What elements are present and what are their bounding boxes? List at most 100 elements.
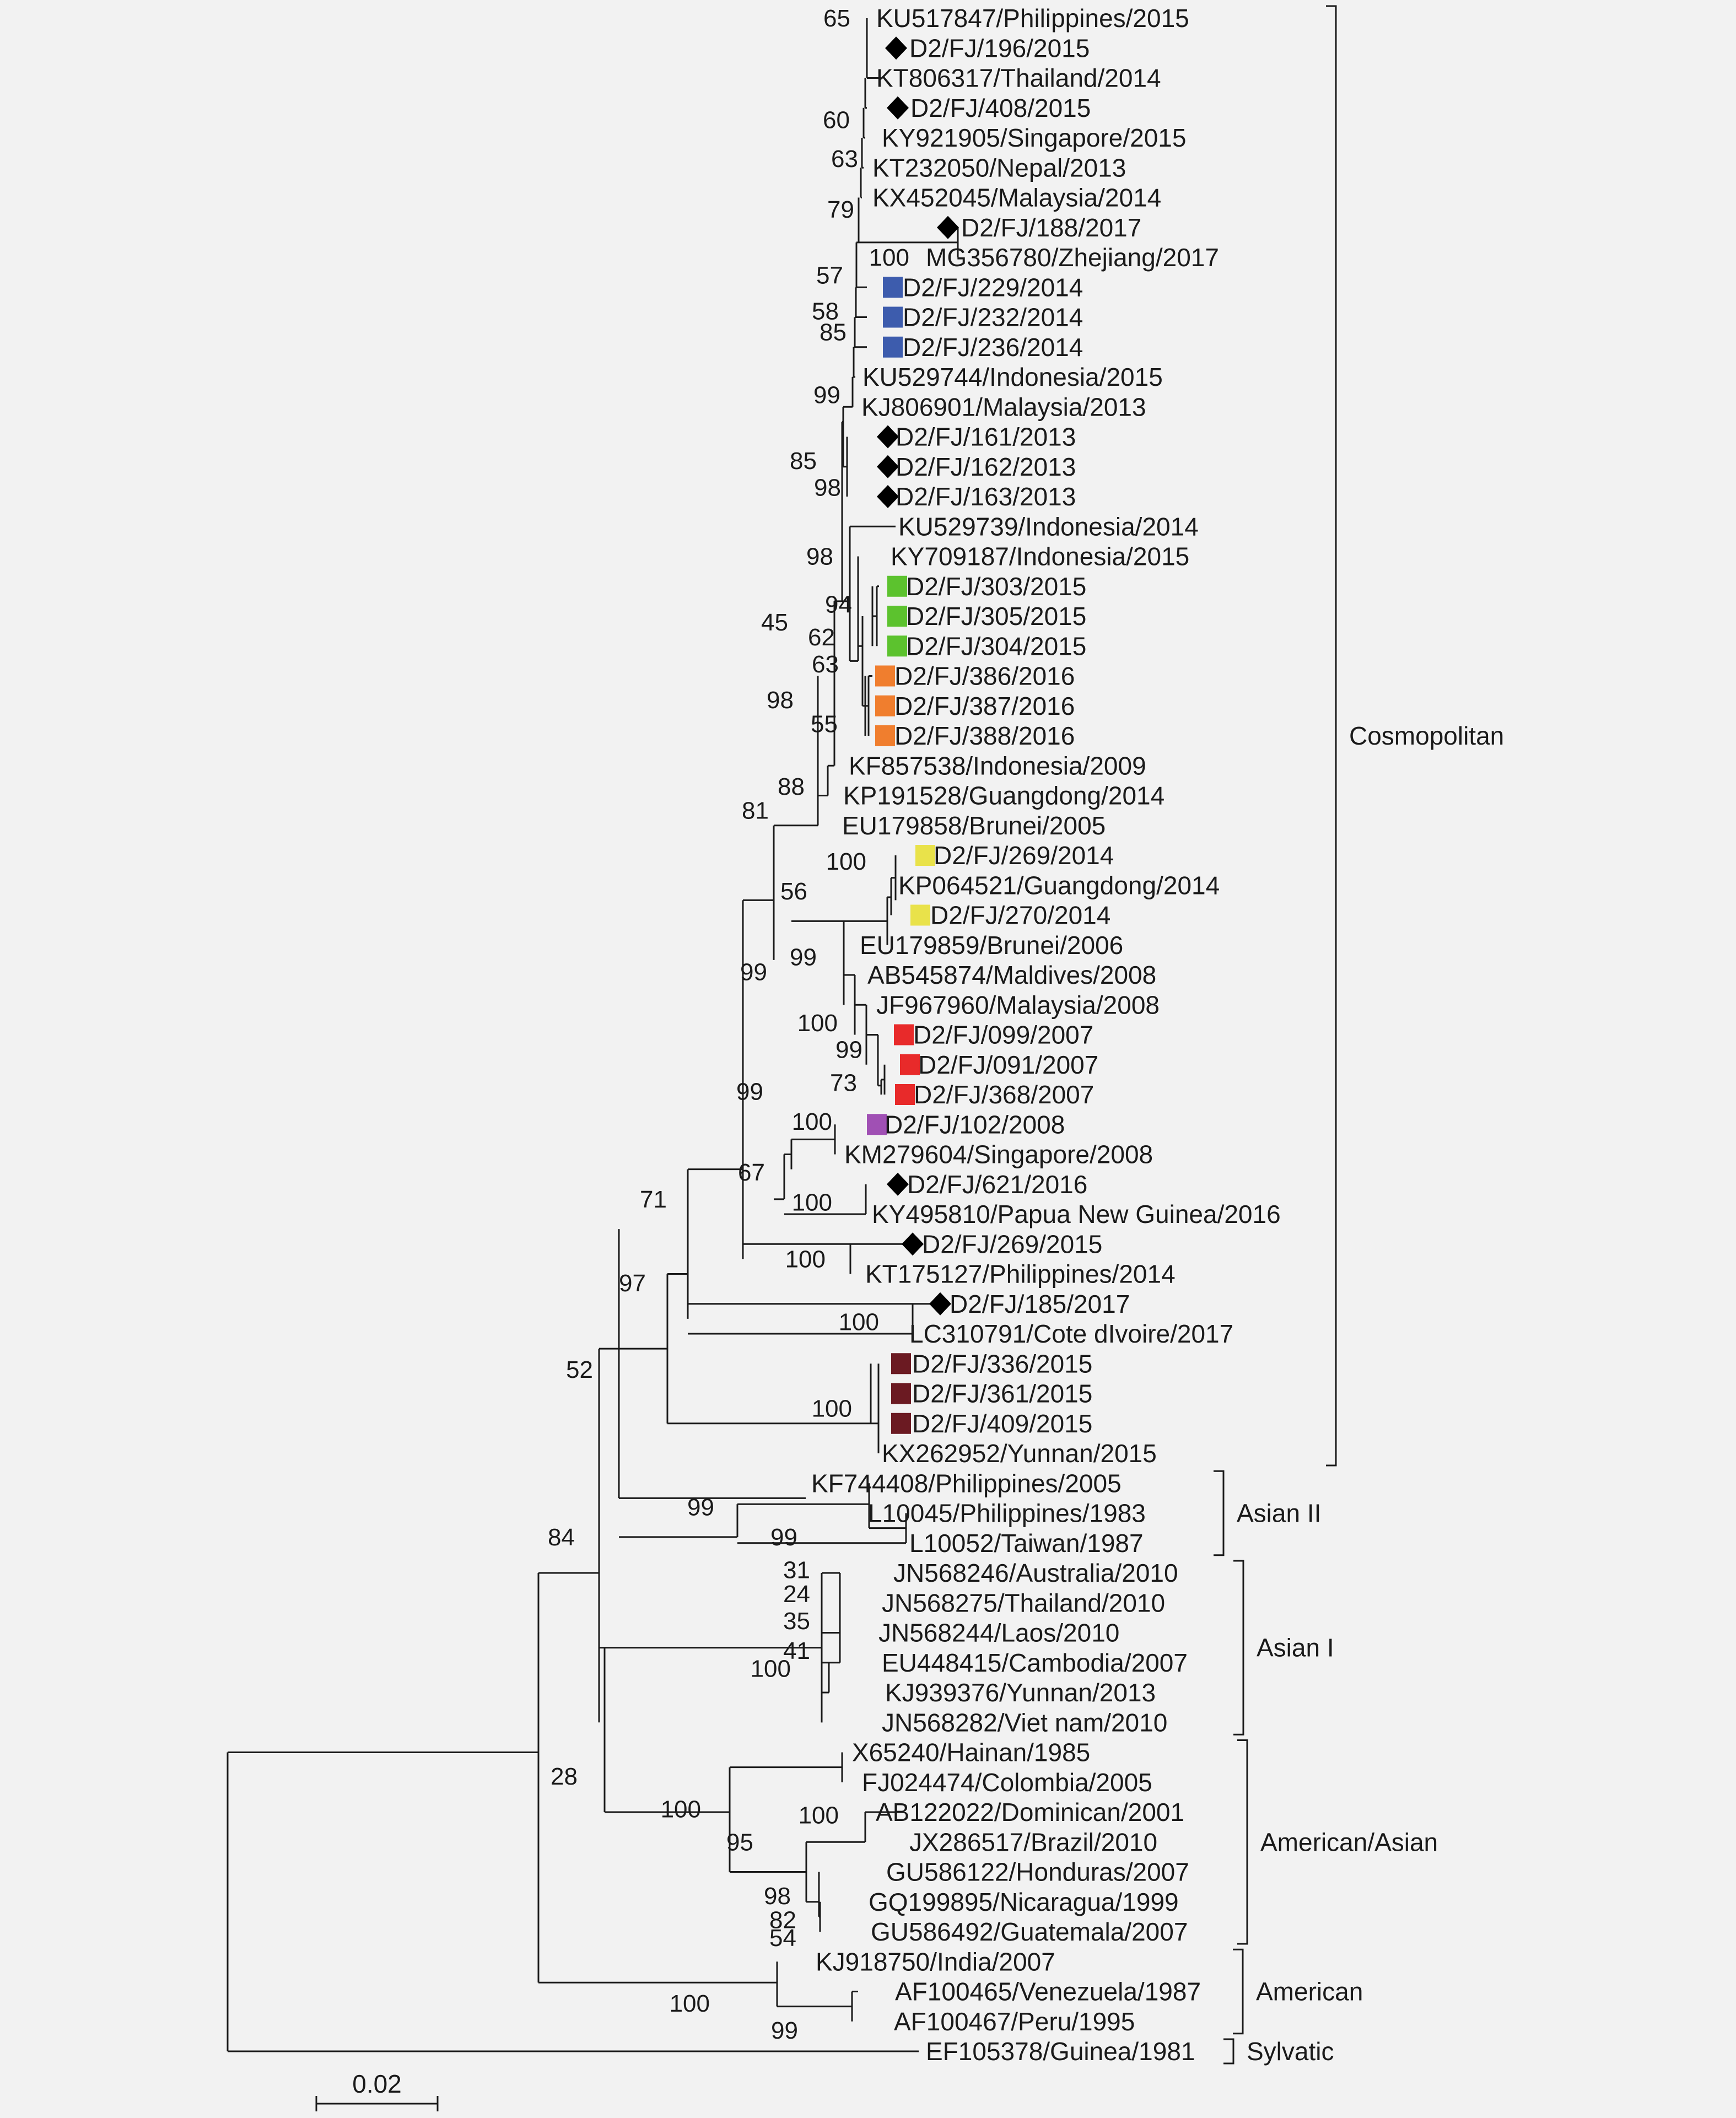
leaf-label: JN568275/Thailand/2010 xyxy=(882,1588,1165,1617)
diamond-marker-icon xyxy=(877,485,899,508)
bootstrap-value: 63 xyxy=(831,145,858,173)
bootstrap-value: 100 xyxy=(751,1656,791,1683)
leaf-label: KJ806901/Malaysia/2013 xyxy=(861,392,1146,421)
leaf-label: KJ918750/India/2007 xyxy=(816,1947,1055,1976)
leaf-label: JN568282/Viet nam/2010 xyxy=(882,1708,1167,1737)
leaf-label: FJ024474/Colombia/2005 xyxy=(862,1768,1152,1797)
leaf-label: KU529739/Indonesia/2014 xyxy=(898,512,1199,541)
bootstrap-value: 100 xyxy=(670,1990,710,2017)
bootstrap-value: 84 xyxy=(548,1524,575,1551)
color-square-marker-icon xyxy=(875,725,895,746)
bootstrap-value: 28 xyxy=(551,1763,578,1790)
leaf-label: KY709187/Indonesia/2015 xyxy=(891,542,1189,571)
color-square-marker-icon xyxy=(891,1413,911,1434)
color-square-marker-icon xyxy=(900,1054,920,1075)
bootstrap-value: 99 xyxy=(770,1524,797,1551)
bootstrap-value: 99 xyxy=(790,944,817,971)
leaf-label: LC310791/Cote dIvoire/2017 xyxy=(909,1319,1233,1348)
leaf-label: GQ199895/Nicaragua/1999 xyxy=(869,1888,1179,1916)
bootstrap-value: 100 xyxy=(661,1796,701,1823)
bootstrap-value: 100 xyxy=(797,1010,838,1037)
bootstrap-value: 98 xyxy=(814,475,841,502)
leaf-label: D2/FJ/229/2014 xyxy=(903,273,1083,301)
leaf-label: KU529744/Indonesia/2015 xyxy=(862,363,1163,391)
tree-branches xyxy=(227,18,959,2052)
leaf-label: KT806317/Thailand/2014 xyxy=(876,64,1161,93)
bootstrap-value: 71 xyxy=(640,1186,667,1213)
bootstrap-value: 82 xyxy=(769,1906,796,1933)
diamond-marker-icon xyxy=(877,455,899,478)
leaf-label: D2/FJ/361/2015 xyxy=(912,1379,1092,1408)
clade-bracket xyxy=(1233,1948,1244,2035)
bootstrap-values: 6560637910057588599859898946245635598888… xyxy=(548,5,909,2044)
leaf-label: D2/FJ/091/2007 xyxy=(918,1050,1098,1079)
color-square-marker-icon xyxy=(887,635,907,657)
clade-label: Cosmopolitan xyxy=(1349,721,1504,750)
clade-bracket xyxy=(1233,1560,1244,1736)
color-square-marker-icon xyxy=(895,1084,915,1105)
leaf-label: D2/FJ/162/2013 xyxy=(896,452,1076,481)
leaf-label: AB545874/Maldives/2008 xyxy=(867,961,1156,989)
leaf-label: D2/FJ/102/2008 xyxy=(885,1110,1065,1139)
leaf-label: D2/FJ/386/2016 xyxy=(894,662,1075,691)
bootstrap-value: 100 xyxy=(792,1189,832,1216)
leaf-label: KU517847/Philippines/2015 xyxy=(876,4,1189,33)
scale-bar: 0.02 xyxy=(315,2070,439,2111)
bootstrap-value: 99 xyxy=(771,2017,798,2044)
leaf-label: KT175127/Philippines/2014 xyxy=(865,1260,1176,1289)
color-square-marker-icon xyxy=(887,606,907,627)
leaf-label: D2/FJ/336/2015 xyxy=(912,1349,1092,1378)
leaf-label: D2/FJ/304/2015 xyxy=(906,632,1086,660)
leaf-label: L10045/Philippines/1983 xyxy=(868,1499,1146,1528)
leaf-label: D2/FJ/368/2007 xyxy=(914,1080,1094,1109)
bootstrap-value: 99 xyxy=(736,1079,763,1106)
bootstrap-value: 100 xyxy=(839,1308,879,1335)
leaf-label: MG356780/Zhejiang/2017 xyxy=(926,243,1219,272)
leaf-label: KY495810/Papua New Guinea/2016 xyxy=(872,1200,1281,1228)
leaf-label: KF857538/Indonesia/2009 xyxy=(849,751,1146,780)
leaf-label: L10052/Taiwan/1987 xyxy=(909,1529,1144,1557)
bootstrap-value: 24 xyxy=(783,1581,810,1608)
leaf-label: KP191528/Guangdong/2014 xyxy=(843,782,1164,810)
bootstrap-value: 99 xyxy=(813,382,840,409)
color-square-marker-icon xyxy=(891,1383,911,1404)
bootstrap-value: 56 xyxy=(780,878,807,905)
leaf-label: D2/FJ/621/2016 xyxy=(907,1170,1087,1199)
bootstrap-value: 45 xyxy=(761,609,788,636)
leaf-label: D2/FJ/236/2014 xyxy=(903,333,1083,362)
leaf-label: EU179858/Brunei/2005 xyxy=(842,811,1106,840)
bootstrap-value: 73 xyxy=(830,1069,857,1096)
leaf-label: D2/FJ/232/2014 xyxy=(903,303,1083,332)
clade-label: Asian II xyxy=(1237,1499,1321,1528)
diamond-marker-icon xyxy=(929,1292,951,1316)
clade-bracket xyxy=(1214,1470,1225,1556)
leaf-label: EU179859/Brunei/2006 xyxy=(860,931,1123,960)
leaf-label: KY921905/Singapore/2015 xyxy=(882,123,1186,152)
bootstrap-value: 100 xyxy=(799,1802,839,1829)
diamond-marker-icon xyxy=(885,36,907,60)
bootstrap-value: 100 xyxy=(812,1395,852,1422)
clade-label: Asian I xyxy=(1257,1634,1334,1662)
leaf-label: JN568246/Australia/2010 xyxy=(893,1559,1178,1587)
bootstrap-value: 98 xyxy=(767,687,794,714)
bootstrap-value: 52 xyxy=(566,1356,593,1383)
bootstrap-value: 57 xyxy=(816,262,843,289)
bootstrap-value: 98 xyxy=(806,543,833,570)
bootstrap-value: 63 xyxy=(812,651,839,678)
color-square-marker-icon xyxy=(875,665,895,687)
clade-label: Sylvatic xyxy=(1247,2037,1334,2066)
bootstrap-value: 97 xyxy=(619,1270,646,1297)
leaf-label: AF100465/Venezuela/1987 xyxy=(895,1977,1201,2006)
bootstrap-value: 100 xyxy=(785,1246,826,1273)
bootstrap-value: 81 xyxy=(742,797,769,824)
leaf-label: D2/FJ/409/2015 xyxy=(912,1409,1092,1438)
bootstrap-value: 100 xyxy=(792,1108,832,1135)
color-square-marker-icon xyxy=(910,904,930,926)
bootstrap-value: 95 xyxy=(726,1829,753,1856)
leaf-label: D2/FJ/303/2015 xyxy=(906,572,1086,601)
color-square-marker-icon xyxy=(883,336,903,358)
leaf-label: AF100467/Peru/1995 xyxy=(894,2007,1135,2036)
leaf-label: D2/FJ/188/2017 xyxy=(961,213,1141,242)
color-square-marker-icon xyxy=(867,1114,887,1135)
bootstrap-value: 85 xyxy=(820,319,847,346)
